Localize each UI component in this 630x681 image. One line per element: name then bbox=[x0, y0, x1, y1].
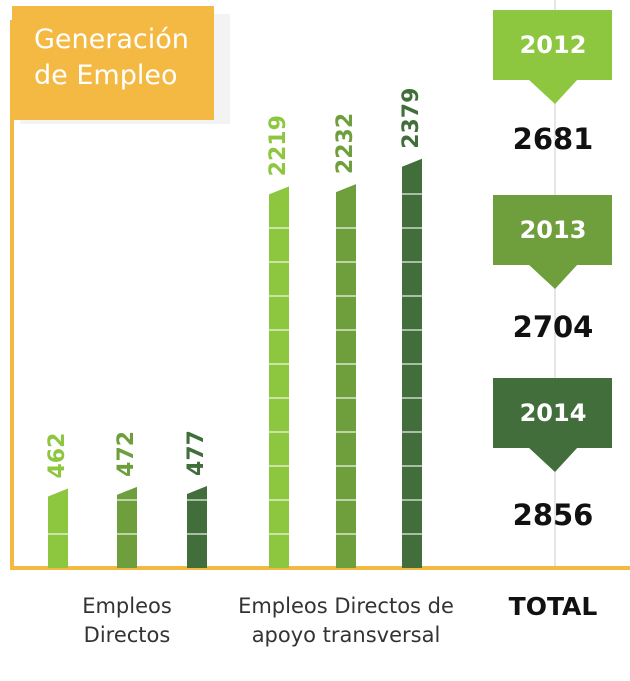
bar bbox=[187, 486, 207, 568]
bar bbox=[336, 184, 356, 568]
total-value: 2704 bbox=[513, 310, 594, 344]
badge-pointer bbox=[528, 447, 578, 472]
value-label: 2379 bbox=[399, 88, 424, 149]
value-label: 462 bbox=[45, 433, 70, 479]
value-label: 477 bbox=[184, 430, 209, 476]
total-value: 2681 bbox=[513, 122, 594, 156]
category-label: Empleos Directos bbox=[47, 592, 207, 650]
badge-pointer bbox=[528, 264, 578, 289]
legend-label: 2014 bbox=[520, 399, 587, 427]
legend-label: 2012 bbox=[520, 31, 587, 59]
chart-title: Generación de Empleo bbox=[12, 6, 214, 120]
category-label: Empleos Directos de apoyo transversal bbox=[231, 592, 461, 650]
totals-label: TOTAL bbox=[509, 592, 598, 621]
total-value: 2856 bbox=[513, 498, 594, 532]
bar bbox=[117, 487, 137, 568]
legend-label: 2013 bbox=[520, 216, 587, 244]
bar bbox=[269, 186, 289, 568]
value-label: 2219 bbox=[266, 115, 291, 176]
badge-pointer bbox=[528, 79, 578, 104]
value-label: 472 bbox=[114, 431, 139, 477]
bar bbox=[48, 489, 68, 568]
value-label: 2232 bbox=[333, 113, 358, 174]
infographic: 462 472 477 2219 2232 2379 2012 2681 2013 2704 201… bbox=[0, 0, 630, 681]
